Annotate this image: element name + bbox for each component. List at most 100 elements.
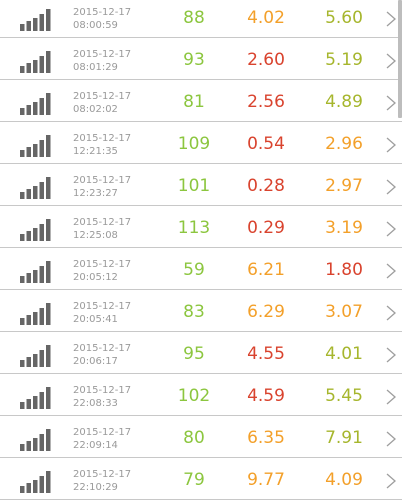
value-tertiary: 4.09 bbox=[325, 470, 363, 490]
timestamp: 2015-12-17 20:05:41 bbox=[73, 300, 131, 326]
timestamp: 2015-12-17 08:01:29 bbox=[73, 48, 131, 74]
signal-bars-icon bbox=[20, 471, 52, 493]
list-item[interactable]: 2015-12-17 22:10:29 79 9.77 4.09 bbox=[0, 458, 402, 500]
value-secondary: 0.29 bbox=[247, 218, 285, 238]
value-primary: 79 bbox=[183, 470, 205, 490]
signal-bars-icon bbox=[20, 345, 52, 367]
timestamp-date: 2015-12-17 bbox=[73, 7, 132, 18]
timestamp: 2015-12-17 20:06:17 bbox=[73, 342, 131, 368]
timestamp-date: 2015-12-17 bbox=[73, 301, 132, 312]
list-item[interactable]: 2015-12-17 08:01:29 93 2.60 5.19 bbox=[0, 38, 402, 80]
timestamp-time: 12:25:08 bbox=[73, 230, 118, 241]
signal-bars-icon bbox=[20, 261, 52, 283]
signal-bars-icon bbox=[20, 93, 52, 115]
value-secondary: 0.54 bbox=[247, 134, 285, 154]
timestamp: 2015-12-17 20:05:12 bbox=[73, 258, 131, 284]
timestamp-date: 2015-12-17 bbox=[73, 133, 132, 144]
signal-bars-icon bbox=[20, 51, 52, 73]
value-secondary: 0.28 bbox=[247, 176, 285, 196]
chevron-right-icon[interactable] bbox=[385, 179, 397, 195]
value-tertiary: 7.91 bbox=[325, 428, 363, 448]
value-primary: 83 bbox=[183, 302, 205, 322]
timestamp: 2015-12-17 08:00:59 bbox=[73, 6, 131, 32]
signal-bars-icon bbox=[20, 303, 52, 325]
chevron-right-icon[interactable] bbox=[385, 263, 397, 279]
value-tertiary: 1.80 bbox=[325, 260, 363, 280]
chevron-right-icon[interactable] bbox=[385, 473, 397, 489]
chevron-right-icon[interactable] bbox=[385, 137, 397, 153]
timestamp-date: 2015-12-17 bbox=[73, 385, 132, 396]
value-primary: 109 bbox=[177, 134, 211, 154]
list-item[interactable]: 2015-12-17 20:06:17 95 4.55 4.01 bbox=[0, 332, 402, 374]
list-item[interactable]: 2015-12-17 08:02:02 81 2.56 4.89 bbox=[0, 80, 402, 122]
list-item[interactable]: 2015-12-17 22:09:14 80 6.35 7.91 bbox=[0, 416, 402, 458]
chevron-right-icon[interactable] bbox=[385, 11, 397, 27]
value-tertiary: 3.19 bbox=[325, 218, 363, 238]
timestamp-date: 2015-12-17 bbox=[73, 469, 132, 480]
timestamp: 2015-12-17 22:08:33 bbox=[73, 384, 131, 410]
timestamp-time: 08:00:59 bbox=[73, 20, 118, 31]
timestamp-time: 20:05:41 bbox=[73, 314, 118, 325]
list-item[interactable]: 2015-12-17 12:25:08 113 0.29 3.19 bbox=[0, 206, 402, 248]
chevron-right-icon[interactable] bbox=[385, 347, 397, 363]
value-primary: 59 bbox=[183, 260, 205, 280]
list-item[interactable]: 2015-12-17 12:23:27 101 0.28 2.97 bbox=[0, 164, 402, 206]
chevron-right-icon[interactable] bbox=[385, 53, 397, 69]
signal-bars-icon bbox=[20, 177, 52, 199]
timestamp: 2015-12-17 08:02:02 bbox=[73, 90, 131, 116]
timestamp: 2015-12-17 12:25:08 bbox=[73, 216, 131, 242]
chevron-right-icon[interactable] bbox=[385, 389, 397, 405]
value-tertiary: 5.45 bbox=[325, 386, 363, 406]
value-tertiary: 3.07 bbox=[325, 302, 363, 322]
timestamp-time: 22:09:14 bbox=[73, 440, 118, 451]
list-item[interactable]: 2015-12-17 20:05:41 83 6.29 3.07 bbox=[0, 290, 402, 332]
value-primary: 93 bbox=[183, 50, 205, 70]
timestamp-date: 2015-12-17 bbox=[73, 217, 132, 228]
timestamp-date: 2015-12-17 bbox=[73, 343, 132, 354]
value-secondary: 6.21 bbox=[247, 260, 285, 280]
value-primary: 102 bbox=[177, 386, 211, 406]
timestamp-time: 12:21:35 bbox=[73, 146, 118, 157]
timestamp-date: 2015-12-17 bbox=[73, 49, 132, 60]
value-tertiary: 5.19 bbox=[325, 50, 363, 70]
chevron-right-icon[interactable] bbox=[385, 221, 397, 237]
timestamp-date: 2015-12-17 bbox=[73, 259, 132, 270]
signal-bars-icon bbox=[20, 135, 52, 157]
timestamp: 2015-12-17 22:10:29 bbox=[73, 468, 131, 494]
value-primary: 113 bbox=[177, 218, 211, 238]
timestamp: 2015-12-17 22:09:14 bbox=[73, 426, 131, 452]
value-primary: 95 bbox=[183, 344, 205, 364]
timestamp-time: 20:06:17 bbox=[73, 356, 118, 367]
timestamp-time: 12:23:27 bbox=[73, 188, 118, 199]
chevron-right-icon[interactable] bbox=[385, 95, 397, 111]
value-secondary: 6.35 bbox=[247, 428, 285, 448]
scrollbar[interactable] bbox=[398, 0, 402, 118]
signal-bars-icon bbox=[20, 9, 52, 31]
list-item[interactable]: 2015-12-17 20:05:12 59 6.21 1.80 bbox=[0, 248, 402, 290]
value-secondary: 6.29 bbox=[247, 302, 285, 322]
value-secondary: 4.55 bbox=[247, 344, 285, 364]
timestamp-date: 2015-12-17 bbox=[73, 175, 132, 186]
timestamp-time: 08:01:29 bbox=[73, 62, 118, 73]
value-tertiary: 4.89 bbox=[325, 92, 363, 112]
timestamp-time: 22:10:29 bbox=[73, 482, 118, 493]
list-item[interactable]: 2015-12-17 08:00:59 88 4.02 5.60 bbox=[0, 0, 402, 38]
chevron-right-icon[interactable] bbox=[385, 305, 397, 321]
value-secondary: 2.60 bbox=[247, 50, 285, 70]
signal-bars-icon bbox=[20, 387, 52, 409]
signal-bars-icon bbox=[20, 219, 52, 241]
list-item[interactable]: 2015-12-17 12:21:35 109 0.54 2.96 bbox=[0, 122, 402, 164]
value-secondary: 9.77 bbox=[247, 470, 285, 490]
timestamp: 2015-12-17 12:21:35 bbox=[73, 132, 131, 158]
value-tertiary: 2.96 bbox=[325, 134, 363, 154]
value-primary: 80 bbox=[183, 428, 205, 448]
timestamp: 2015-12-17 12:23:27 bbox=[73, 174, 131, 200]
signal-bars-icon bbox=[20, 429, 52, 451]
timestamp-time: 08:02:02 bbox=[73, 104, 118, 115]
value-tertiary: 5.60 bbox=[325, 8, 363, 28]
chevron-right-icon[interactable] bbox=[385, 431, 397, 447]
timestamp-time: 22:08:33 bbox=[73, 398, 118, 409]
list-item[interactable]: 2015-12-17 22:08:33 102 4.59 5.45 bbox=[0, 374, 402, 416]
timestamp-date: 2015-12-17 bbox=[73, 427, 132, 438]
